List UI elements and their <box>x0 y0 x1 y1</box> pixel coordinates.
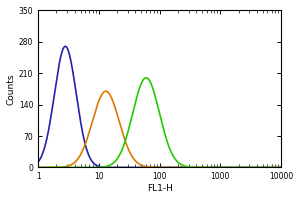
Y-axis label: Counts: Counts <box>7 73 16 105</box>
X-axis label: FL1-H: FL1-H <box>147 184 172 193</box>
